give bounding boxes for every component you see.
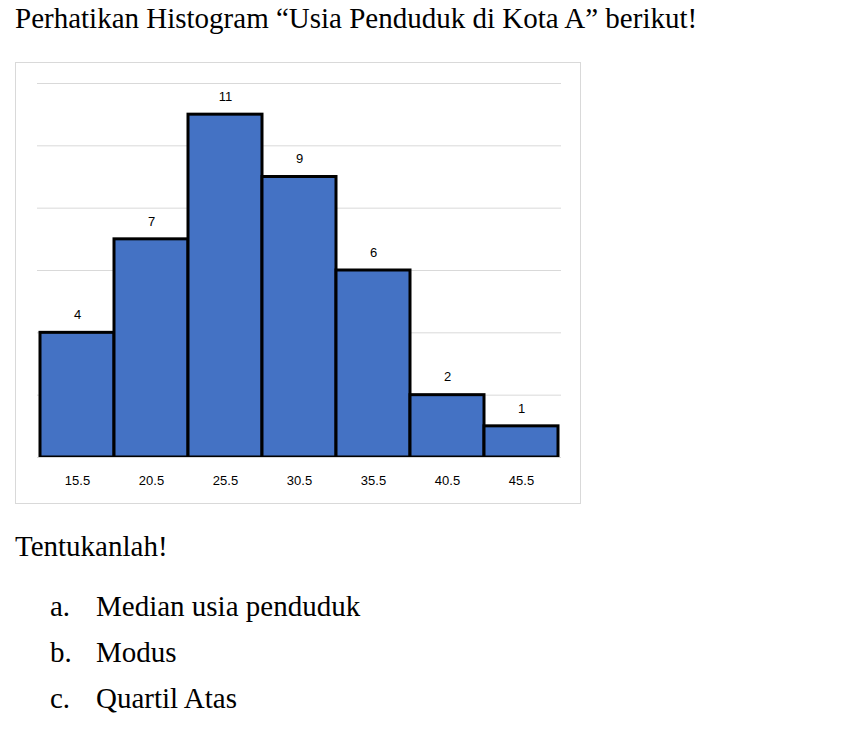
html-text:Tentukanlah!: Tentukanlah! — [15, 530, 168, 562]
svg-text:7: 7 — [148, 213, 155, 228]
svg-text:25.5: 25.5 — [213, 473, 238, 488]
html-text:Quartil Atas: Quartil Atas — [96, 682, 237, 714]
svg-text:35.5: 35.5 — [361, 473, 386, 488]
svg-text:4: 4 — [74, 307, 81, 322]
html-text:b.: b. — [50, 636, 72, 668]
html-text:a.: a. — [50, 590, 71, 622]
svg-text:40.5: 40.5 — [435, 473, 460, 488]
svg-text:2: 2 — [444, 369, 451, 384]
svg-text:6: 6 — [370, 245, 377, 260]
svg-text:20.5: 20.5 — [139, 473, 164, 488]
svg-text:11: 11 — [219, 89, 233, 104]
html-text:Perhatikan Histogram “Usia Pen: Perhatikan Histogram “Usia Penduduk di K… — [15, 2, 698, 34]
html-text:c.: c. — [50, 682, 71, 714]
svg-text:30.5: 30.5 — [287, 473, 312, 488]
html-text:Median usia penduduk: Median usia penduduk — [96, 590, 361, 622]
svg-text:1: 1 — [518, 400, 525, 415]
svg-text:15.5: 15.5 — [65, 473, 90, 488]
svg-text:9: 9 — [296, 151, 303, 166]
svg-text:45.5: 45.5 — [509, 473, 534, 488]
html-text:Modus: Modus — [96, 636, 177, 668]
